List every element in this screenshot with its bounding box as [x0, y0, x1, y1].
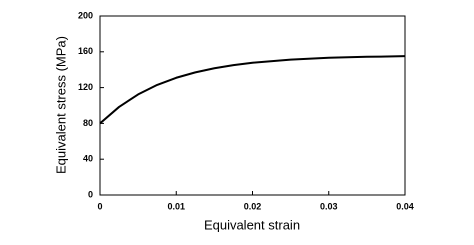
y-tick-label: 160 [78, 46, 93, 56]
line [99, 55, 406, 125]
x-tick-label: 0.01 [167, 201, 185, 211]
y-tick-label: 80 [83, 118, 93, 128]
x-tick-label: 0.03 [320, 201, 338, 211]
y-tick-label: 0 [88, 189, 93, 199]
y-axis-label: Equivalent stress (MPa) [53, 36, 68, 174]
x-axis-label: Equivalent strain [204, 217, 300, 232]
y-tick-label: 120 [78, 82, 93, 92]
x-tick-label: 0.02 [244, 201, 262, 211]
y-tick-label: 40 [83, 154, 93, 164]
plot-frame [99, 15, 406, 196]
y-tick-label: 200 [78, 10, 93, 20]
x-tick-label: 0 [97, 201, 102, 211]
x-tick-label: 0.04 [396, 201, 414, 211]
